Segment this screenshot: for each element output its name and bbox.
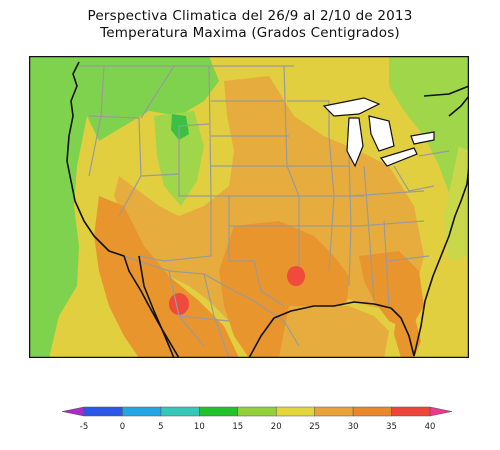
legend-tick-label: 35 bbox=[386, 422, 397, 432]
zone-central-orange bbox=[114, 76, 424, 326]
legend-tick-label: 40 bbox=[425, 422, 436, 432]
legend-swatches bbox=[61, 406, 453, 417]
zone-pacific-green bbox=[29, 56, 99, 358]
border-west-2 bbox=[88, 115, 142, 217]
legend-tick-labels: -5 0 5 10 15 20 25 30 35 40 bbox=[80, 422, 436, 432]
border-midwest-6 bbox=[348, 155, 352, 287]
legend-tick-label: 0 bbox=[120, 422, 125, 432]
border-mountain-2 bbox=[178, 65, 212, 197]
map-title: Perspectiva Climatica del 26/9 al 2/10 d… bbox=[87, 8, 413, 24]
map-subtitle: Temperatura Maxima (Grados Centigrados) bbox=[100, 25, 400, 41]
border-texas-panhandle bbox=[228, 196, 285, 307]
hotspot-mexico bbox=[169, 293, 189, 315]
lake-superior bbox=[322, 97, 381, 117]
legend-tick-label: 25 bbox=[309, 422, 320, 432]
border-mexico-states-2 bbox=[203, 273, 230, 358]
border-east-6 bbox=[393, 165, 435, 192]
temperature-map-svg bbox=[29, 56, 469, 358]
coast-east bbox=[413, 165, 469, 357]
legend-swatch-7 bbox=[314, 406, 354, 417]
coast-gulf-of-mexico bbox=[248, 301, 392, 358]
temperature-map bbox=[29, 56, 469, 358]
coast-gulf-of-st-lawrence bbox=[423, 85, 469, 97]
border-mountain-1 bbox=[140, 123, 210, 177]
legend-swatch-4 bbox=[199, 406, 239, 417]
hotspot-texas bbox=[287, 266, 305, 286]
legend-swatch-3 bbox=[160, 406, 200, 417]
border-northeast bbox=[418, 150, 450, 157]
border-mexico-states-3 bbox=[178, 315, 230, 322]
lake-ontario bbox=[410, 131, 435, 145]
coast-northeast-maritime bbox=[448, 95, 469, 117]
border-west-3 bbox=[140, 65, 175, 119]
border-midwest-1 bbox=[287, 100, 330, 136]
legend-tick-label: 20 bbox=[271, 422, 282, 432]
zone-dark-green-spot bbox=[171, 114, 189, 140]
lake-huron bbox=[368, 115, 395, 152]
legend-swatch-1 bbox=[83, 406, 123, 417]
zone-gulf bbox=[279, 306, 389, 358]
legend-swatch-2 bbox=[122, 406, 162, 417]
border-midwest-5 bbox=[328, 135, 335, 272]
temperature-legend-svg: -5 0 5 10 15 20 25 30 35 40 bbox=[61, 406, 453, 432]
border-east-4 bbox=[368, 230, 375, 302]
coastlines bbox=[66, 61, 469, 358]
legend-swatch-below-min bbox=[61, 406, 85, 417]
border-east-1 bbox=[363, 165, 370, 232]
legend-swatch-8 bbox=[352, 406, 392, 417]
legend-swatch-5 bbox=[237, 406, 277, 417]
lake-erie bbox=[380, 147, 418, 167]
legend-swatch-6 bbox=[275, 406, 315, 417]
coast-baja bbox=[138, 255, 175, 358]
coast-florida bbox=[390, 307, 415, 357]
zone-north-green bbox=[69, 56, 219, 141]
legend-swatch-9 bbox=[391, 406, 431, 417]
coast-west bbox=[66, 61, 180, 358]
legend-tick-label: 10 bbox=[194, 422, 205, 432]
border-east-2 bbox=[348, 190, 425, 197]
legend-swatch-above-max bbox=[429, 406, 453, 417]
border-east-3 bbox=[358, 220, 425, 227]
border-mountain-3 bbox=[138, 196, 212, 262]
legend-tick-label: 15 bbox=[232, 422, 243, 432]
zone-southeast-orange bbox=[359, 251, 424, 331]
legend-tick-label: 5 bbox=[158, 422, 163, 432]
state-borders bbox=[79, 65, 450, 358]
map-title-block: Perspectiva Climatica del 26/9 al 2/10 d… bbox=[0, 8, 500, 42]
border-east-5 bbox=[383, 220, 390, 307]
legend-tick-label: -5 bbox=[80, 422, 88, 432]
legend-tick-label: 30 bbox=[348, 422, 359, 432]
map-frame bbox=[29, 56, 469, 358]
zone-southwest-orange bbox=[94, 196, 239, 358]
temperature-legend: -5 0 5 10 15 20 25 30 35 40 bbox=[61, 403, 453, 435]
lake-michigan bbox=[346, 117, 364, 168]
great-lakes bbox=[322, 97, 435, 168]
border-southeast bbox=[388, 255, 430, 262]
border-plains-vertical bbox=[283, 65, 300, 266]
